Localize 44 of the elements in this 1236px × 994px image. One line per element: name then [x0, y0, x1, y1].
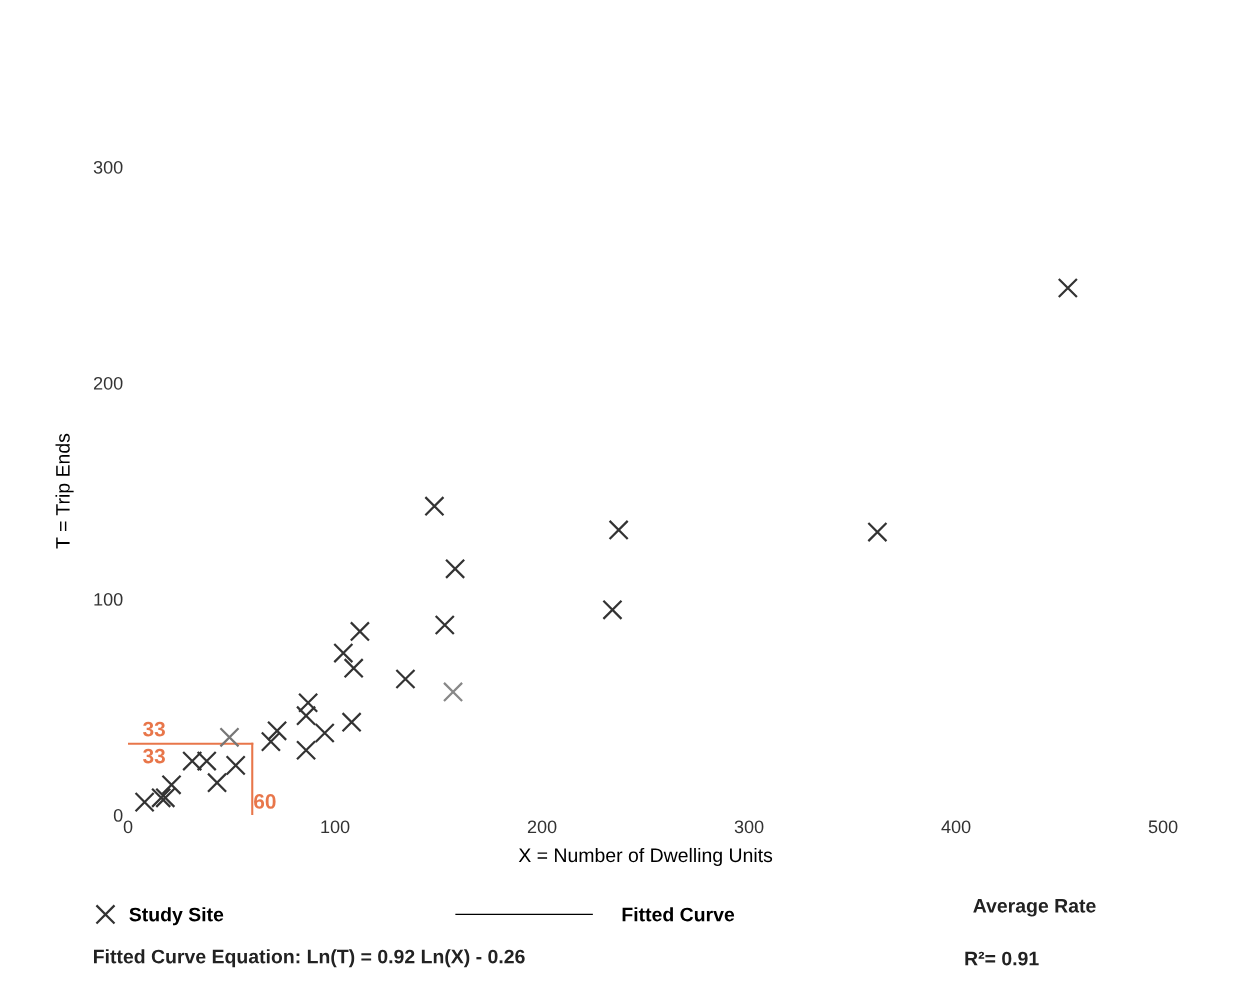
point [349, 621, 371, 642]
ref-line-label: 60 [254, 794, 276, 809]
point [314, 722, 335, 744]
point [867, 521, 888, 543]
legend-label: Fitted Curve [622, 907, 735, 922]
text: Average Rate [973, 899, 1096, 917]
point [295, 705, 317, 726]
y-tick-label: 300 [93, 160, 123, 174]
annotation: 33 [143, 748, 165, 764]
point [424, 495, 445, 517]
point [444, 558, 466, 579]
y-axis-title: T = Trip Ends [55, 433, 74, 549]
y-tick-label: 200 [93, 376, 123, 390]
point [442, 681, 464, 703]
point [333, 642, 354, 664]
point [134, 791, 155, 813]
x-tick-label: 100 [321, 820, 350, 834]
point [602, 599, 623, 621]
point [225, 755, 246, 776]
x-axis-title: X = Number of Dwelling Units [518, 847, 773, 867]
point [266, 720, 288, 741]
text: R²= 0.91 [965, 951, 1039, 966]
point [343, 658, 364, 679]
point [608, 519, 629, 541]
x-tick-label: 400 [941, 820, 971, 834]
point [341, 712, 362, 733]
point [219, 727, 240, 748]
y-tick-label: 0 [113, 809, 123, 822]
x-tick-label: 500 [1148, 820, 1178, 834]
x-tick-label: 300 [734, 820, 764, 834]
point [260, 731, 282, 752]
ref-line-label: 33 [143, 721, 165, 737]
x-tick-label: 0 [123, 820, 133, 834]
point [295, 740, 317, 761]
point [297, 692, 319, 713]
point [1057, 277, 1079, 299]
y-tick-label: 100 [94, 592, 123, 606]
point [395, 668, 416, 690]
text: Fitted Curve Equation: Ln(T) = 0.92 Ln(X) - 0.26 [94, 949, 525, 968]
point [161, 774, 182, 795]
point [434, 614, 455, 636]
point [206, 772, 228, 793]
legend-label: Study Site [129, 907, 224, 926]
x-tick-label: 200 [527, 820, 557, 834]
